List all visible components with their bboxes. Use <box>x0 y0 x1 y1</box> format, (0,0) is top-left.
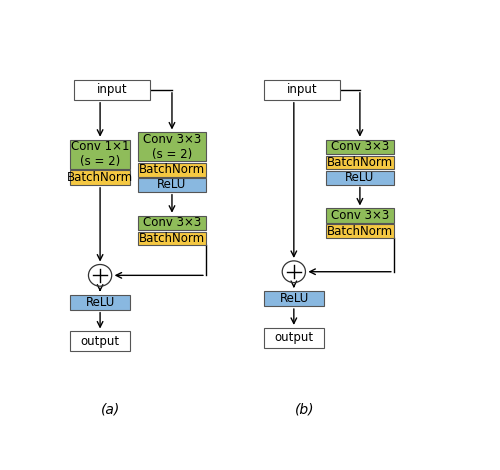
Text: Conv 3×3: Conv 3×3 <box>331 209 389 222</box>
FancyBboxPatch shape <box>70 140 130 169</box>
Text: ReLU: ReLU <box>346 171 374 184</box>
FancyBboxPatch shape <box>264 291 324 306</box>
FancyBboxPatch shape <box>264 80 340 100</box>
FancyBboxPatch shape <box>264 328 324 348</box>
Text: BatchNorm: BatchNorm <box>327 156 393 169</box>
FancyBboxPatch shape <box>326 208 394 223</box>
Text: input: input <box>286 83 317 96</box>
FancyBboxPatch shape <box>138 216 206 230</box>
Text: BatchNorm: BatchNorm <box>327 225 393 238</box>
FancyBboxPatch shape <box>138 163 206 177</box>
Text: Conv 3×3: Conv 3×3 <box>331 141 389 153</box>
Text: output: output <box>274 331 314 345</box>
Text: ReLU: ReLU <box>86 296 115 309</box>
Text: output: output <box>80 335 120 348</box>
FancyBboxPatch shape <box>138 133 206 161</box>
FancyBboxPatch shape <box>70 295 130 310</box>
FancyBboxPatch shape <box>138 178 206 192</box>
Text: BatchNorm: BatchNorm <box>67 171 134 184</box>
FancyBboxPatch shape <box>326 171 394 185</box>
Text: BatchNorm: BatchNorm <box>139 232 205 245</box>
FancyBboxPatch shape <box>70 171 130 185</box>
FancyBboxPatch shape <box>138 232 206 245</box>
Text: ReLU: ReLU <box>280 292 308 305</box>
FancyBboxPatch shape <box>326 156 394 169</box>
Text: ReLU: ReLU <box>158 179 186 191</box>
FancyBboxPatch shape <box>326 224 394 238</box>
FancyBboxPatch shape <box>70 331 130 352</box>
Text: (a): (a) <box>102 402 120 416</box>
FancyBboxPatch shape <box>326 140 394 154</box>
Text: Conv 3×3: Conv 3×3 <box>143 216 201 229</box>
Text: Conv 3×3
(s = 2): Conv 3×3 (s = 2) <box>143 133 201 161</box>
FancyBboxPatch shape <box>74 80 150 100</box>
Text: input: input <box>96 83 127 96</box>
Text: (b): (b) <box>295 402 314 416</box>
Text: BatchNorm: BatchNorm <box>139 163 205 176</box>
Text: Conv 1×1
(s = 2): Conv 1×1 (s = 2) <box>71 140 130 168</box>
